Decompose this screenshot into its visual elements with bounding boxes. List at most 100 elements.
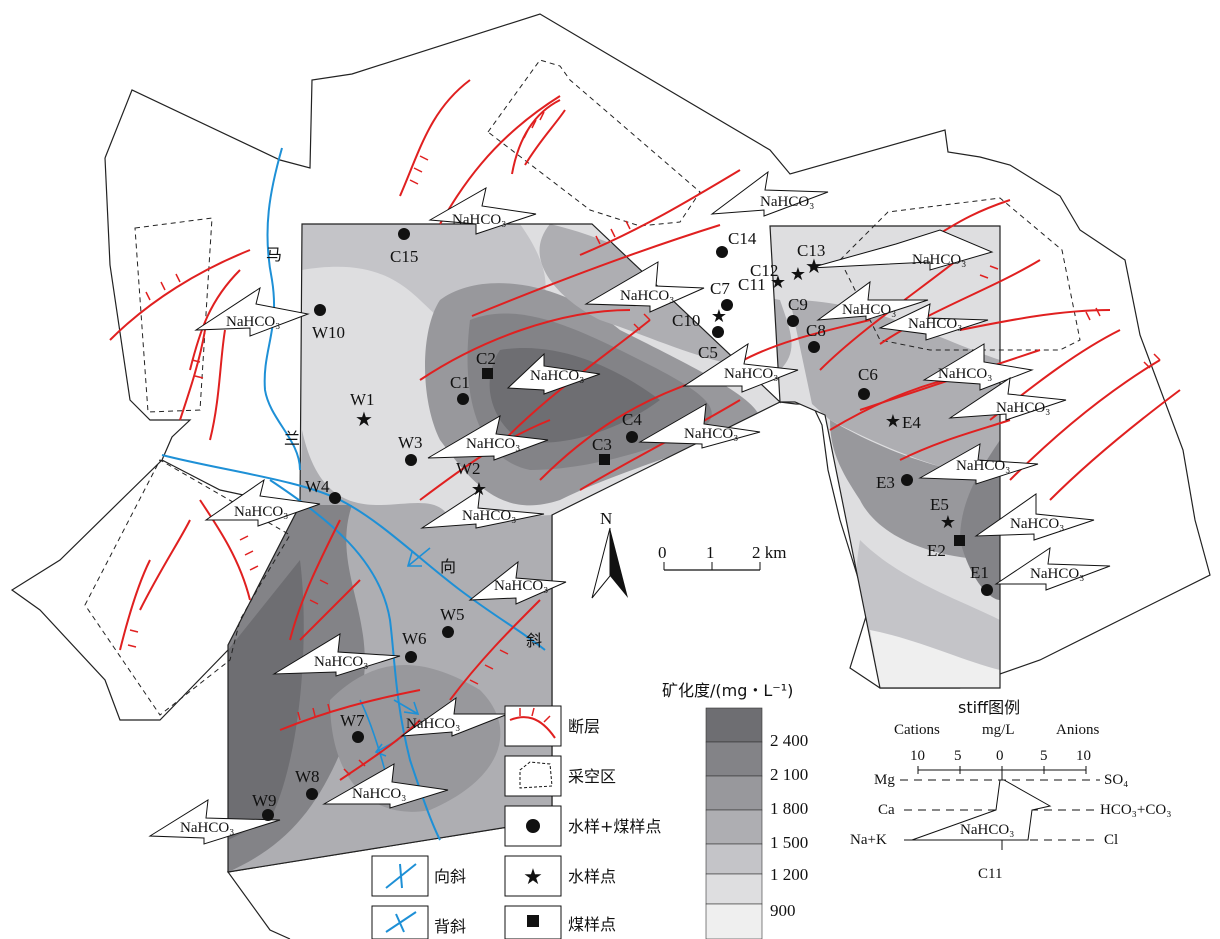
svg-text:Anions: Anions	[1056, 722, 1100, 738]
svg-text:NaHCO₃: NaHCO₃	[996, 400, 1050, 416]
svg-text:HCO₃+CO₃: HCO₃+CO₃	[1100, 802, 1171, 818]
legend-syncline: 向斜	[434, 867, 466, 886]
svg-text:W2: W2	[456, 459, 481, 478]
svg-text:★: ★	[805, 256, 823, 278]
water-points: ★ ★ ★ ★ ★ ★ ★ ★	[355, 256, 956, 532]
syncline-name-1: 向	[440, 557, 456, 576]
svg-text:NaHCO₃: NaHCO₃	[620, 288, 674, 304]
colorbar-title: 矿化度/(mg・L⁻¹)	[662, 681, 793, 700]
svg-text:C2: C2	[476, 349, 496, 368]
legend-fault: 断层	[568, 717, 600, 736]
svg-text:W5: W5	[440, 605, 465, 624]
stiff-legend: stiff图例 Cations mg/L Anions 10 5 0 5 10 …	[850, 698, 1171, 882]
svg-text:E5: E5	[930, 495, 949, 514]
svg-text:NaHCO₃: NaHCO₃	[938, 366, 992, 382]
svg-text:★: ★	[355, 409, 373, 431]
svg-text:SO₄: SO₄	[1104, 772, 1128, 788]
svg-text:NaHCO₃: NaHCO₃	[530, 368, 584, 384]
svg-text:NaHCO₃: NaHCO₃	[234, 504, 288, 520]
svg-text:NaHCO₃: NaHCO₃	[960, 822, 1014, 838]
svg-text:1: 1	[706, 543, 715, 562]
svg-text:5: 5	[954, 748, 962, 764]
svg-text:2 100: 2 100	[770, 765, 808, 784]
svg-text:C9: C9	[788, 295, 808, 314]
legend-water: 水样点	[568, 867, 616, 886]
svg-text:1 200: 1 200	[770, 865, 808, 884]
svg-text:C7: C7	[710, 279, 730, 298]
water-coal-points	[262, 228, 993, 821]
svg-text:900: 900	[770, 901, 796, 920]
svg-text:W4: W4	[305, 477, 330, 496]
svg-text:mg/L: mg/L	[982, 722, 1015, 738]
legend: 断层 采空区 水样+煤样点 ★ 水样点 煤样点 向斜 背斜	[371, 705, 661, 939]
svg-text:5: 5	[1040, 748, 1048, 764]
svg-text:E3: E3	[876, 473, 895, 492]
coal-points	[482, 368, 965, 546]
svg-text:NaHCO₃: NaHCO₃	[1030, 566, 1084, 582]
svg-text:Cl: Cl	[1104, 832, 1118, 848]
svg-text:C1: C1	[450, 373, 470, 392]
svg-text:NaHCO₃: NaHCO₃	[466, 436, 520, 452]
river-name-1: 马	[266, 245, 282, 264]
svg-text:C5: C5	[698, 343, 718, 362]
syncline-axis	[161, 454, 546, 651]
svg-text:E1: E1	[970, 563, 989, 582]
svg-text:NaHCO₃: NaHCO₃	[1010, 516, 1064, 532]
svg-text:W10: W10	[312, 323, 345, 342]
svg-text:10: 10	[1076, 748, 1091, 764]
svg-text:W1: W1	[350, 390, 375, 409]
svg-text:NaHCO₃: NaHCO₃	[462, 508, 516, 524]
svg-text:W8: W8	[295, 767, 320, 786]
svg-text:NaHCO₃: NaHCO₃	[314, 654, 368, 670]
svg-text:2 400: 2 400	[770, 731, 808, 750]
svg-text:★: ★	[770, 272, 786, 292]
svg-text:NaHCO₃: NaHCO₃	[842, 302, 896, 318]
svg-text:W6: W6	[402, 629, 427, 648]
svg-text:C10: C10	[672, 311, 700, 330]
svg-text:★: ★	[471, 479, 487, 499]
svg-text:C11: C11	[978, 866, 1002, 882]
svg-text:NaHCO₃: NaHCO₃	[226, 314, 280, 330]
legend-goaf: 采空区	[568, 767, 616, 786]
malan-river	[263, 147, 301, 471]
svg-text:C13: C13	[797, 241, 825, 260]
svg-text:Ca: Ca	[878, 802, 895, 818]
goaf-zones	[84, 59, 1081, 716]
stiff-title: stiff图例	[958, 698, 1020, 717]
svg-text:C8: C8	[806, 321, 826, 340]
svg-text:★: ★	[711, 306, 727, 326]
fault-ticks	[127, 111, 1161, 776]
svg-text:NaHCO₃: NaHCO₃	[406, 716, 460, 732]
svg-text:C11: C11	[738, 275, 766, 294]
legend-water-coal: 水样+煤样点	[568, 817, 661, 836]
svg-text:W9: W9	[252, 791, 277, 810]
study-area-boundary	[227, 223, 1001, 873]
svg-text:E4: E4	[902, 413, 921, 432]
svg-text:W3: W3	[398, 433, 423, 452]
svg-text:C3: C3	[592, 435, 612, 454]
water-type-labels: NaHCO₃ NaHCO₃ NaHCO₃ NaHCO₃ NaHCO₃ NaHCO…	[180, 194, 1084, 836]
svg-text:W7: W7	[340, 711, 365, 730]
svg-text:0: 0	[996, 748, 1004, 764]
svg-text:NaHCO₃: NaHCO₃	[352, 786, 406, 802]
faults	[109, 79, 1181, 781]
svg-text:NaHCO₃: NaHCO₃	[912, 252, 966, 268]
svg-text:1 500: 1 500	[770, 833, 808, 852]
svg-text:10: 10	[910, 748, 925, 764]
svg-text:1 800: 1 800	[770, 799, 808, 818]
svg-text:★: ★	[523, 864, 543, 889]
svg-text:C6: C6	[858, 365, 878, 384]
legend-anticline: 背斜	[434, 917, 466, 936]
svg-text:NaHCO₃: NaHCO₃	[452, 212, 506, 228]
svg-text:NaHCO₃: NaHCO₃	[908, 316, 962, 332]
svg-text:★: ★	[790, 264, 806, 284]
svg-text:C15: C15	[390, 247, 418, 266]
svg-text:NaHCO₃: NaHCO₃	[684, 426, 738, 442]
syncline-name-2: 斜	[526, 631, 542, 650]
svg-text:Cations: Cations	[894, 722, 940, 738]
svg-text:NaHCO₃: NaHCO₃	[724, 366, 778, 382]
svg-text:C14: C14	[728, 229, 757, 248]
